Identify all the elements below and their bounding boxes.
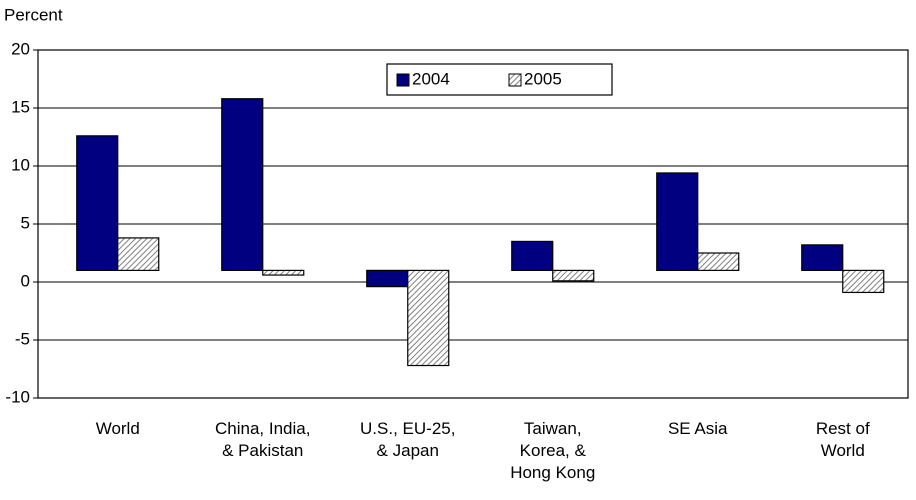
legend-label: 2004 <box>412 69 450 88</box>
bar <box>117 237 160 271</box>
bar <box>76 135 119 271</box>
x-tick-label: Taiwan, Korea, & Hong Kong <box>510 419 596 482</box>
bar <box>656 172 699 272</box>
x-tick-label: Rest of World <box>815 419 870 460</box>
bar <box>366 269 409 288</box>
y-tick-label: 15 <box>11 97 30 116</box>
bar <box>697 252 740 271</box>
bar <box>801 244 844 272</box>
bar <box>221 98 264 271</box>
legend-swatch <box>508 73 522 87</box>
bar <box>262 269 305 276</box>
bar <box>407 269 450 367</box>
legend-box <box>386 63 613 96</box>
y-axis-label: Percent <box>4 5 63 24</box>
bar <box>842 269 885 294</box>
bar <box>552 269 595 282</box>
y-tick-label: 0 <box>21 271 30 290</box>
x-tick-label: SE Asia <box>667 419 728 438</box>
x-tick-label: World <box>95 419 140 438</box>
legend-swatch <box>396 73 410 87</box>
x-tick-label: China, India, & Pakistan <box>215 419 311 460</box>
bar <box>511 240 554 271</box>
y-tick-label: 10 <box>11 155 30 174</box>
legend-label: 2005 <box>524 69 562 88</box>
x-tick-label: U.S., EU-25, & Japan <box>360 419 456 460</box>
y-tick-label: 20 <box>11 39 30 58</box>
y-tick-label: 5 <box>21 213 30 232</box>
y-tick-label: -5 <box>15 329 30 348</box>
y-tick-label: -10 <box>5 387 30 406</box>
